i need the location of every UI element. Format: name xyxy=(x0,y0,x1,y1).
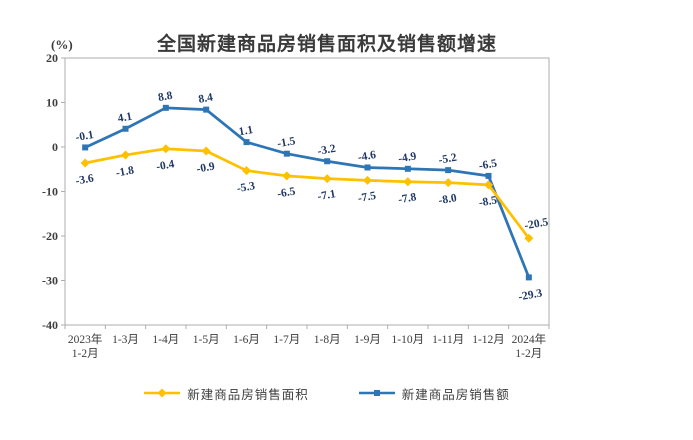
legend: 新建商品房销售面积 新建商品房销售额 xyxy=(0,384,654,402)
data-point-marker xyxy=(322,174,332,184)
data-label: -1.8 xyxy=(115,165,135,180)
data-point-marker xyxy=(445,167,452,174)
x-axis-label: 1-12月 xyxy=(472,334,505,346)
data-point-marker xyxy=(403,177,413,187)
data-point-marker xyxy=(80,158,90,168)
y-axis-label: 20 xyxy=(46,51,58,65)
chart-title: 全国新建商品房销售面积及销售额增速 xyxy=(156,34,497,55)
data-point-marker xyxy=(524,233,534,243)
x-axis-label: 2024年 xyxy=(512,332,547,346)
x-axis-label: 1-7月 xyxy=(273,334,300,346)
data-label: -20.5 xyxy=(523,216,549,232)
data-label: -8.0 xyxy=(438,192,458,207)
data-point-marker xyxy=(485,172,492,179)
data-point-marker xyxy=(201,146,211,156)
data-point-marker xyxy=(243,139,250,146)
data-label: -8.5 xyxy=(478,194,498,209)
y-axis-label: 10 xyxy=(46,96,58,110)
data-label: -3.2 xyxy=(317,143,337,158)
plot-border xyxy=(64,57,550,326)
x-axis-label: 1-2月 xyxy=(515,348,542,360)
data-point-marker xyxy=(122,125,129,132)
legend-label-sales-amount: 新建商品房销售额 xyxy=(401,387,510,402)
data-label: -0.4 xyxy=(155,158,175,173)
x-axis-label: 1-6月 xyxy=(233,334,260,346)
y-axis-unit-label: (%) xyxy=(51,37,73,52)
data-point-marker xyxy=(241,166,252,176)
data-point-marker xyxy=(324,158,331,165)
data-point-marker xyxy=(525,274,532,281)
y-axis-label: 0 xyxy=(52,140,58,154)
data-label: -6.5 xyxy=(478,157,498,172)
data-point-marker xyxy=(443,178,453,188)
x-axis-label: 1-5月 xyxy=(193,334,220,346)
data-point-marker xyxy=(404,165,411,172)
data-point-marker xyxy=(82,144,89,151)
y-axis-label: -30 xyxy=(42,274,58,288)
data-label: -5.3 xyxy=(236,180,256,195)
data-label: -6.5 xyxy=(276,185,296,200)
data-label: -1.5 xyxy=(276,135,296,150)
data-point-marker xyxy=(161,144,171,154)
data-point-marker xyxy=(362,175,373,185)
data-label: -5.2 xyxy=(438,152,458,167)
y-axis-label: -40 xyxy=(42,318,58,332)
x-axis-label: 1-10月 xyxy=(392,334,425,346)
chart-plot: 20 10 0 -10 -20 -30 -40 2023年 1-2月 1-3月 1-4月 1-5月 1-… xyxy=(42,51,550,360)
data-label: 4.1 xyxy=(117,111,133,125)
x-axis-label: 1-11月 xyxy=(432,334,464,346)
data-label: -7.8 xyxy=(397,191,417,206)
data-label: 8.8 xyxy=(157,90,173,104)
x-axis-label: 2023年 xyxy=(68,332,103,346)
legend-item-sales-amount: 新建商品房销售额 xyxy=(358,384,510,403)
data-label: -4.6 xyxy=(357,149,377,164)
series-line xyxy=(84,147,530,240)
data-point-marker xyxy=(203,106,210,113)
legend-label-sales-area: 新建商品房销售面积 xyxy=(187,387,309,402)
data-point-marker xyxy=(364,164,371,171)
data-point-marker xyxy=(282,171,292,181)
data-label: -0.9 xyxy=(196,161,216,176)
x-axis-label: 1-3月 xyxy=(112,334,139,346)
x-axis-label: 1-9月 xyxy=(354,334,381,346)
x-axis-label: 1-4月 xyxy=(152,334,179,346)
data-label: 1.1 xyxy=(238,124,254,138)
y-axis-label: -20 xyxy=(42,229,58,243)
sales-area-line-marker-icon xyxy=(144,388,181,398)
y-axis-label: -10 xyxy=(42,185,58,199)
data-label: -7.5 xyxy=(357,190,377,205)
data-label: 8.4 xyxy=(198,91,214,105)
data-label: -3.6 xyxy=(75,173,95,188)
data-label: -29.3 xyxy=(517,287,543,303)
series-line xyxy=(84,106,531,278)
data-label: -7.1 xyxy=(317,188,337,203)
x-axis-label: 1-8月 xyxy=(314,334,341,346)
x-axis-label: 1-2月 xyxy=(72,348,99,360)
data-point-marker xyxy=(120,150,131,160)
sales-amount-line-marker-icon xyxy=(358,390,395,396)
legend-item-sales-area: 新建商品房销售面积 xyxy=(144,384,309,403)
data-point-marker xyxy=(283,150,290,157)
data-label: -4.9 xyxy=(397,150,417,165)
data-point-marker xyxy=(162,104,169,111)
data-label: -0.1 xyxy=(75,129,95,144)
